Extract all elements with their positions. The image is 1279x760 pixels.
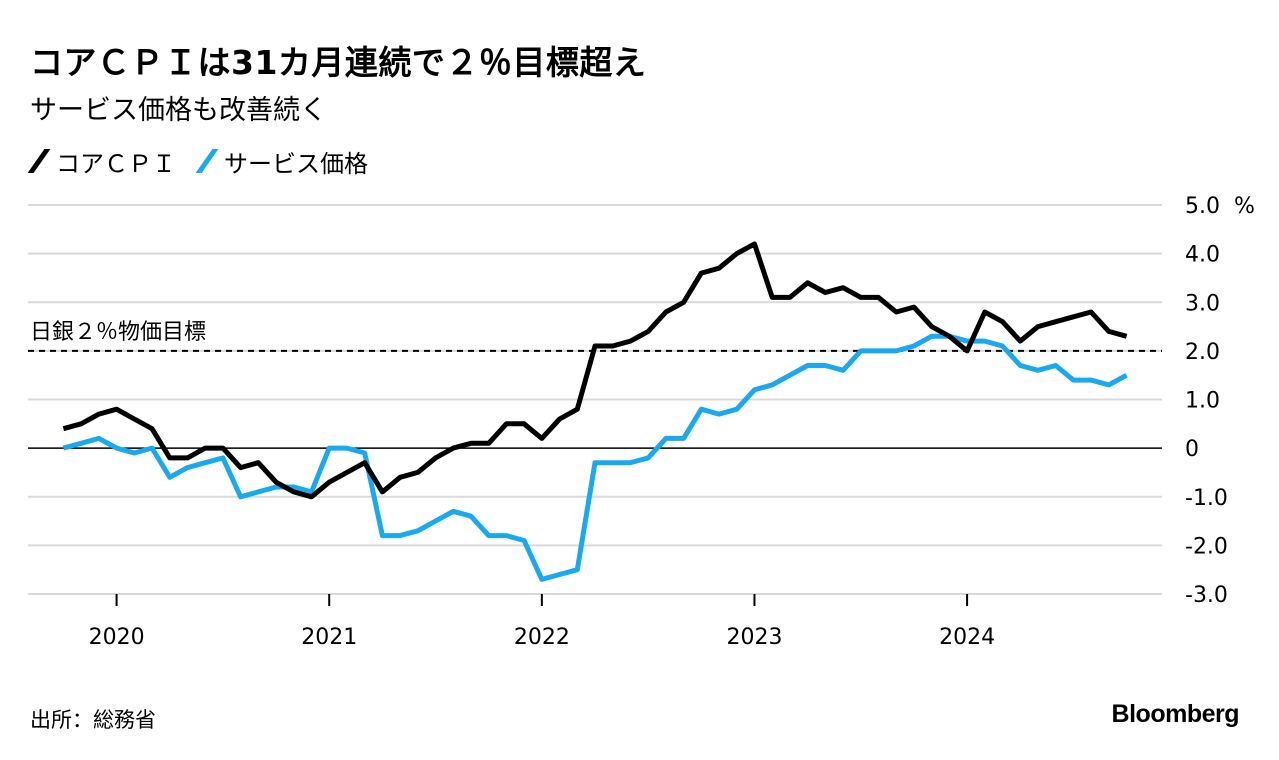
y-tick-label: 5.0 [1185,194,1220,219]
target-line-label: 日銀２％物価目標 [30,320,206,345]
legend-label-core-cpi: コアＣＰＩ [56,149,176,178]
y-tick-label: -2.0 [1185,534,1228,559]
y-tick-label: -3.0 [1185,583,1228,608]
y-tick-label: 3.0 [1185,291,1220,316]
x-tick-label: 2021 [301,625,357,650]
y-tick-label: 0 [1185,437,1199,462]
chart-subtitle: サービス価格も改善続く [30,95,327,126]
series-line-core-cpi [62,241,1128,500]
x-tick-label: 2020 [89,625,145,650]
y-tick-label: 1.0 [1185,389,1220,414]
legend-item-core-cpi: コアＣＰＩ [27,144,176,179]
y-tick-label: -1.0 [1185,486,1228,511]
source-note: 出所：総務省 [30,708,156,732]
legend-label-services: サービス価格 [224,149,368,178]
chart-legend: コアＣＰＩ サービス価格 [27,144,390,179]
bloomberg-logo: Bloomberg [1111,700,1240,728]
y-tick-label: 2.0 [1185,340,1220,365]
legend-item-services: サービス価格 [195,144,368,179]
x-tick-label: 2022 [514,625,570,650]
y-tick-label: 4.0 [1185,243,1220,268]
x-tick-label: 2023 [726,625,782,650]
x-tick-label: 2024 [939,625,995,650]
chart-title: コアＣＰＩは31カ月連続で２％目標超え [30,43,647,82]
series-line-services [62,333,1128,582]
y-unit-label: % [1234,194,1255,219]
